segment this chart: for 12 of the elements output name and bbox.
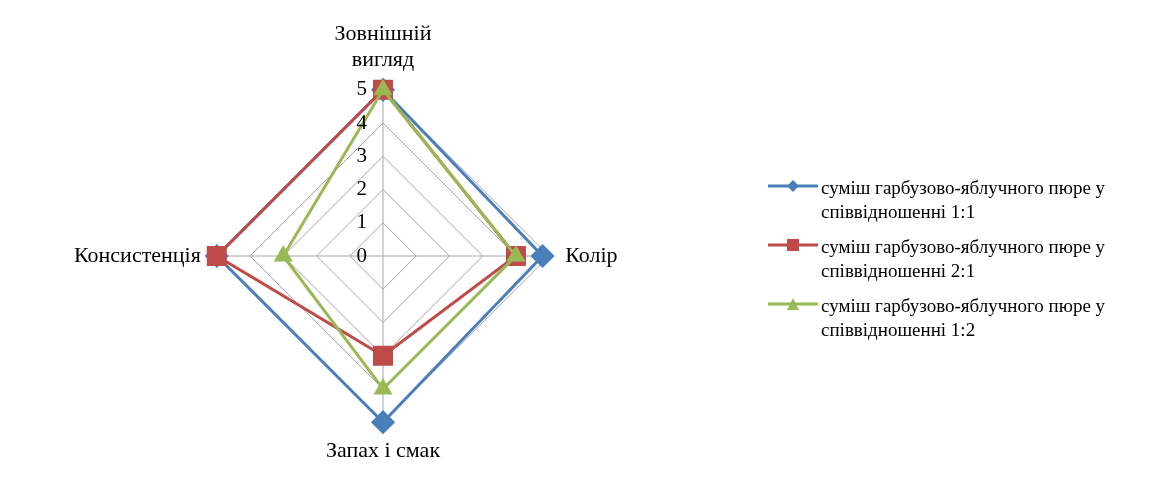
legend-label: суміш гарбузово-яблучного пюре у співвідношенні 1:2 (821, 294, 1107, 342)
y-tick-label: 5 (356, 76, 367, 101)
y-tick-label: 3 (356, 142, 367, 167)
spoke-label: Запах і смак (325, 437, 441, 463)
legend-label: суміш гарбузово-яблучного пюре у співвідношенні 1:1 (821, 176, 1107, 224)
spoke-label: Колір (565, 241, 618, 267)
y-tick-label: 0 (356, 242, 367, 267)
spoke-label: Зовнішній вигляд (334, 19, 432, 72)
y-tick-label: 2 (356, 176, 367, 201)
spoke-label: Консистенція (73, 241, 201, 267)
legend-label: суміш гарбузово-яблучного пюре у співвідношенні 2:1 (821, 235, 1107, 283)
y-tick-label: 1 (356, 209, 367, 234)
